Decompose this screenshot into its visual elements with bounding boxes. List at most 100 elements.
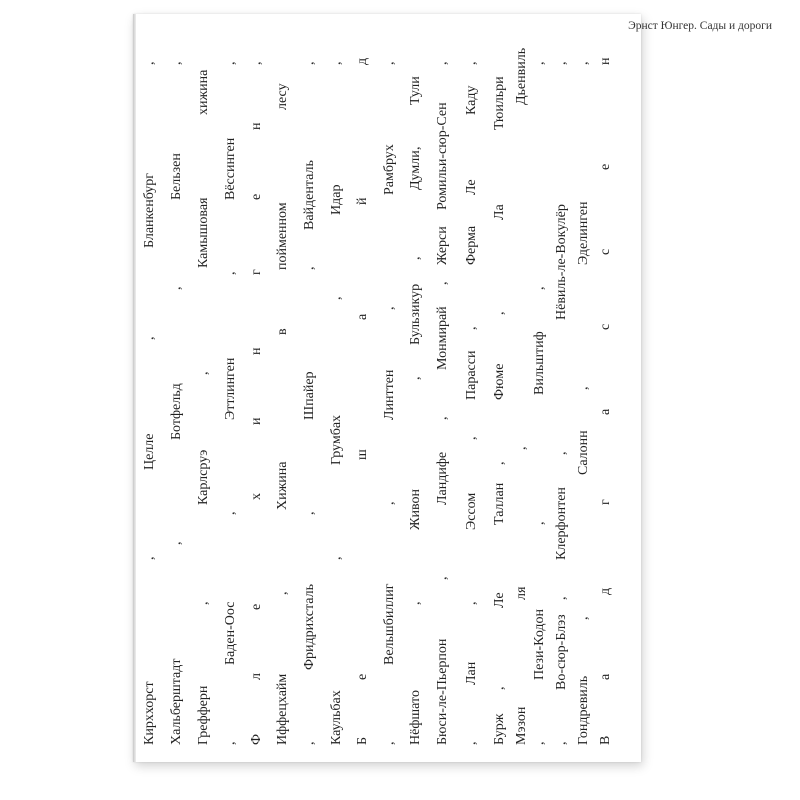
- poem-word: д: [598, 587, 613, 595]
- poem-word: Ф: [249, 733, 264, 745]
- poem-word: г: [598, 499, 613, 505]
- poem-word: Хальберштадт: [169, 658, 184, 746]
- comma: ,: [142, 61, 157, 66]
- poem-word: д: [355, 57, 370, 65]
- running-header: Эрнст Юнгер. Сады и дороги: [628, 20, 772, 32]
- poem-word: Дьенвиль: [514, 47, 529, 105]
- comma: ,: [142, 556, 157, 561]
- comma: ,: [329, 556, 344, 561]
- comma: ,: [492, 461, 507, 466]
- comma: ,: [196, 601, 211, 606]
- comma: ,: [532, 521, 547, 526]
- poem-word: Каульбах: [329, 690, 344, 745]
- comma: ,: [169, 541, 184, 546]
- comma: ,: [196, 371, 211, 376]
- poem-word: Ферма: [464, 225, 479, 265]
- poem-word: Бюси-ле-Пьерпон: [435, 638, 450, 745]
- poem-word: Бурж: [492, 713, 507, 745]
- poem-word: Линттен: [382, 369, 397, 420]
- comma: ,: [464, 741, 479, 746]
- poem-word: Ла: [492, 204, 507, 220]
- comma: ,: [532, 61, 547, 66]
- page-spine-edge: [133, 14, 136, 762]
- comma: ,: [532, 741, 547, 746]
- comma: ,: [554, 61, 569, 66]
- poem-word: с: [598, 248, 613, 255]
- comma: ,: [408, 376, 423, 381]
- poem-word: Вёссинген: [223, 137, 238, 200]
- poem-word: Во-сюр-Блэз: [554, 614, 569, 690]
- poem-word: Живон: [408, 488, 423, 530]
- poem-word: а: [598, 673, 613, 680]
- comma: ,: [408, 601, 423, 606]
- poem-word: Салонн: [576, 430, 591, 475]
- poem-word: Эссом: [464, 492, 479, 530]
- comma: ,: [576, 61, 591, 66]
- comma: ,: [435, 416, 450, 421]
- comma: ,: [223, 271, 238, 276]
- poem-word: Гондревиль: [576, 675, 591, 745]
- comma: ,: [223, 741, 238, 746]
- comma: ,: [464, 326, 479, 331]
- poem-word: Шпайер: [302, 371, 317, 420]
- poem-word: Монмирай: [435, 306, 450, 370]
- comma: ,: [408, 146, 423, 151]
- poem-word: Грефферн: [196, 685, 211, 745]
- comma: ,: [302, 266, 317, 271]
- comma: ,: [464, 61, 479, 66]
- poem-word: е: [249, 193, 264, 200]
- poem-word: хижина: [196, 69, 211, 115]
- poem-word: е: [249, 603, 264, 610]
- comma: ,: [142, 336, 157, 341]
- poem-word: Думли: [408, 150, 423, 190]
- poem-word: н: [249, 122, 264, 131]
- poem-word: Мэзон: [514, 706, 529, 745]
- poem-word: Тули: [408, 76, 423, 105]
- comma: ,: [464, 601, 479, 606]
- comma: ,: [492, 686, 507, 691]
- poem-word: ш: [355, 449, 370, 460]
- comma: ,: [532, 286, 547, 291]
- comma: ,: [275, 591, 290, 596]
- poem-word: Бульзикур: [408, 283, 423, 345]
- comma: ,: [554, 451, 569, 456]
- comma: ,: [302, 741, 317, 746]
- comma: ,: [223, 511, 238, 516]
- poem-word: Кирххорст: [142, 681, 157, 745]
- poem-word: Каду: [464, 85, 479, 116]
- poem-word: Бланкенбург: [142, 172, 157, 248]
- poem-word: Бельзен: [169, 153, 184, 200]
- poem-word: Лан: [464, 661, 479, 685]
- poem-word: н: [598, 57, 613, 66]
- poem-word: Целле: [142, 433, 157, 470]
- comma: ,: [329, 61, 344, 66]
- comma: ,: [382, 306, 397, 311]
- poem-word: Вайденталь: [302, 160, 317, 230]
- poem-word: Ле: [464, 179, 479, 195]
- poem-word: Грумбах: [329, 414, 344, 465]
- comma: ,: [382, 61, 397, 66]
- comma: ,: [169, 61, 184, 66]
- comma: ,: [492, 311, 507, 316]
- comma: ,: [554, 741, 569, 746]
- poem-word: н: [249, 347, 264, 356]
- comma: ,: [514, 446, 529, 451]
- poem-word: в: [275, 328, 290, 335]
- poem-word: Пези-Кодон: [532, 608, 547, 680]
- poem-word: Ландифе: [435, 451, 450, 505]
- comma: ,: [554, 596, 569, 601]
- poem-word: а: [598, 408, 613, 415]
- comma: ,: [382, 501, 397, 506]
- comma: ,: [302, 511, 317, 516]
- poem-word: Иффецхайм: [275, 673, 290, 745]
- poem-word: Фридрихсталь: [302, 584, 317, 670]
- comma: ,: [435, 281, 450, 286]
- comma: ,: [435, 576, 450, 581]
- poem-word: Нёвиль-ле-Вокулёр: [554, 204, 569, 320]
- poem-word: Рамбрух: [382, 144, 397, 195]
- poem-word: г: [249, 269, 264, 275]
- poem-word: Жерси: [435, 226, 450, 265]
- poem-word: Камышовая: [196, 197, 211, 269]
- comma: ,: [302, 61, 317, 66]
- poem-word: с: [598, 323, 613, 330]
